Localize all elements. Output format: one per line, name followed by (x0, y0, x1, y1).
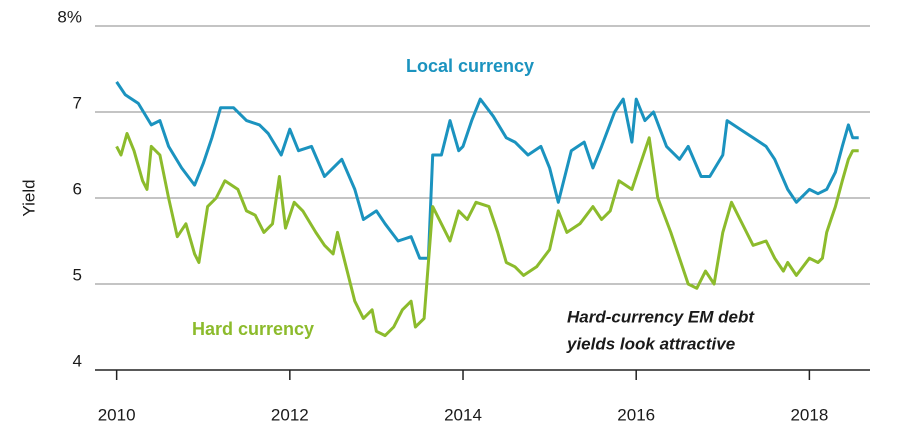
y-tick-label: 8% (57, 7, 82, 26)
y-tick-label: 5 (73, 265, 82, 284)
series-label: Local currency (406, 56, 534, 76)
x-tick-label: 2018 (790, 405, 828, 424)
y-tick-label: 4 (73, 351, 82, 370)
x-tick-label: 2016 (617, 405, 655, 424)
series-label: Hard currency (192, 319, 314, 339)
x-tick-label: 2012 (271, 405, 309, 424)
x-tick-label: 2010 (98, 405, 136, 424)
series-line (115, 81, 859, 260)
series-line (115, 132, 859, 338)
y-tick-label: 7 (73, 93, 82, 112)
x-tick-label: 2014 (444, 405, 482, 424)
y-axis-label: Yield (19, 179, 38, 216)
annotation: Hard-currency EM debt (567, 307, 755, 326)
annotation: yields look attractive (566, 334, 735, 353)
y-tick-label: 6 (73, 179, 82, 198)
